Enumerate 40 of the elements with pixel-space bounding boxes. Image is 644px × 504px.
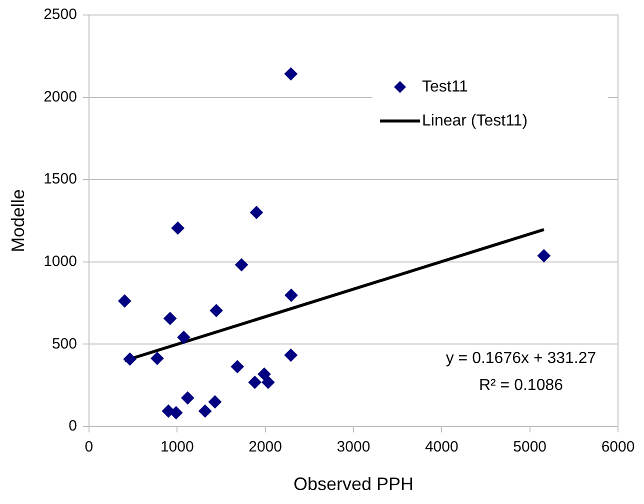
y-tick-label: 1500	[44, 170, 77, 188]
point	[170, 406, 183, 420]
y-tick-label: 2500	[44, 6, 77, 24]
point	[537, 249, 550, 262]
x-axis-title: Observed PPH	[293, 474, 414, 494]
point	[123, 352, 136, 366]
x-tick-label: 1000	[160, 438, 194, 456]
point	[262, 376, 275, 389]
y-tick-label: 2000	[44, 88, 77, 106]
point	[250, 206, 263, 219]
x-tick-label: 6000	[601, 438, 635, 456]
y-axis-title: Modelle	[8, 189, 28, 252]
point	[164, 312, 177, 325]
x-tick-label: 3000	[336, 438, 370, 456]
legend-label: Linear (Test11)	[422, 112, 528, 130]
point	[210, 304, 223, 318]
x-tick-label: 0	[84, 438, 94, 456]
x-tick-label: 5000	[513, 438, 547, 456]
point	[198, 404, 212, 418]
point	[208, 395, 222, 408]
y-tick-label: 0	[68, 418, 77, 435]
annotation: R² = 0.1086	[478, 376, 564, 394]
y-tick-label: 500	[52, 335, 77, 352]
annotation: y = 0.1676x + 331.27	[446, 350, 596, 367]
point	[150, 352, 164, 365]
legend-label: Test11	[422, 78, 468, 96]
point	[230, 360, 244, 374]
point	[177, 330, 190, 344]
point	[284, 348, 298, 362]
point	[235, 258, 248, 272]
point	[248, 376, 262, 389]
x-tick-label: 4000	[424, 438, 458, 456]
y-tick-label: 1000	[44, 252, 77, 270]
point	[284, 67, 298, 80]
x-tick-label: 2000	[248, 438, 282, 456]
point	[284, 288, 298, 302]
point	[181, 391, 194, 404]
point	[171, 222, 184, 235]
point	[258, 368, 271, 381]
point	[118, 294, 132, 308]
